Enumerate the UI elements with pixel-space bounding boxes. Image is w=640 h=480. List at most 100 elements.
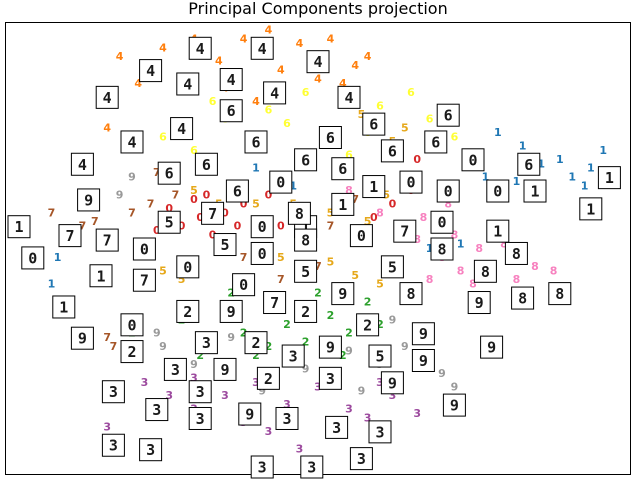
thumbnail-digit-glyph: 9 (450, 397, 459, 415)
thumbnail-frame (362, 112, 386, 136)
thumbnail-frame (467, 291, 491, 315)
thumbnail-digit-8: 8 (473, 259, 497, 283)
thumbnail-digit-glyph: 0 (406, 174, 415, 192)
thumbnail-digit-8: 8 (504, 241, 528, 265)
thumbnail-digit-0: 0 (250, 215, 274, 239)
thumbnail-frame (52, 295, 76, 319)
thumbnail-digit-2: 2 (120, 340, 144, 364)
digit-0-point: 0 (178, 220, 186, 233)
thumbnail-frame (486, 179, 510, 203)
thumbnail-frame (287, 201, 311, 225)
thumbnail-digit-glyph: 3 (332, 419, 341, 437)
thumbnail-digit-glyph: 4 (78, 156, 87, 174)
thumbnail-frame (157, 210, 181, 234)
thumbnail-digit-glyph: 6 (202, 156, 211, 174)
digit-0-point: 0 (196, 211, 204, 224)
thumbnail-frame (225, 179, 249, 203)
thumbnail-digit-9: 9 (442, 393, 466, 417)
digit-3-point: 3 (103, 420, 111, 433)
thumbnail-digit-glyph: 6 (251, 133, 260, 151)
thumbnail-digit-9: 9 (411, 349, 435, 372)
digit-3-point: 3 (265, 425, 273, 438)
thumbnail-digit-glyph: 6 (369, 116, 378, 134)
thumbnail-frame (219, 99, 243, 123)
digit-1-point: 1 (426, 242, 434, 255)
digit-9-point: 9 (345, 345, 353, 358)
thumbnail-frame (139, 438, 163, 462)
digit-3-point: 3 (296, 443, 304, 456)
thumbnail-digit-glyph: 0 (444, 183, 453, 201)
thumbnail-frame (176, 299, 200, 323)
digit-7-point: 7 (153, 166, 161, 179)
thumbnail-digit-9: 9 (318, 335, 342, 359)
thumbnail-frame (244, 331, 268, 355)
thumbnail-digit-glyph: 4 (127, 133, 136, 151)
thumbnail-frame (411, 349, 435, 372)
thumbnail-digit-glyph: 6 (165, 165, 174, 183)
thumbnail-frame (139, 59, 163, 83)
thumbnail-digit-0: 0 (399, 170, 423, 194)
thumbnail-frame (219, 299, 243, 323)
thumbnail-frame (188, 36, 212, 60)
thumbnail-digit-glyph: 0 (28, 249, 37, 267)
thumbnail-digit-9: 9 (480, 335, 504, 359)
thumbnail-digit-glyph: 3 (196, 383, 205, 401)
digit-5-point: 5 (376, 278, 384, 291)
digit-7-point: 7 (327, 220, 335, 233)
digit-4-point: 4 (351, 59, 359, 72)
thumbnail-digit-3: 3 (349, 447, 373, 471)
thumbnail-digit-glyph: 4 (177, 120, 186, 138)
digit-7-point: 7 (277, 273, 285, 286)
thumbnail-frame (349, 224, 373, 248)
digit-6-point: 6 (426, 113, 434, 126)
thumbnail-digit-glyph: 5 (165, 214, 174, 232)
thumbnail-digit-glyph: 0 (493, 183, 502, 201)
thumbnail-digit-6: 6 (157, 161, 181, 185)
digit-7-point: 7 (314, 260, 322, 273)
thumbnail-frame (430, 210, 454, 234)
thumbnail-digit-glyph: 3 (196, 410, 205, 428)
thumbnail-digit-6: 6 (331, 157, 355, 181)
thumbnail-digit-glyph: 6 (233, 183, 242, 201)
digit-2-point: 2 (240, 327, 248, 340)
thumbnail-digit-glyph: 4 (146, 62, 155, 80)
digit-6-point: 6 (407, 86, 415, 99)
digit-8-point: 8 (513, 273, 521, 286)
thumbnail-frame (597, 166, 621, 190)
digit-2-point: 2 (196, 349, 204, 362)
thumbnail-digit-8: 8 (430, 237, 454, 261)
digit-6-point: 6 (451, 131, 459, 144)
thumbnail-frame (486, 219, 510, 243)
thumbnail-digit-4: 4 (176, 72, 200, 96)
thumbnail-frame (275, 406, 299, 430)
digit-0-point: 0 (221, 206, 229, 219)
digit-3-point: 3 (190, 371, 198, 384)
thumbnail-frame (101, 433, 125, 457)
thumbnail-digit-9: 9 (70, 326, 94, 350)
thumbnail-digit-6: 6 (424, 130, 448, 154)
thumbnail-frame (294, 148, 318, 172)
digit-2-point: 2 (265, 340, 273, 353)
thumbnail-digit-glyph: 4 (103, 89, 112, 107)
thumbnail-frame (176, 255, 200, 279)
thumbnail-digit-glyph: 1 (301, 218, 310, 236)
digit-5-point: 5 (382, 188, 390, 201)
digit-9-point: 9 (153, 327, 161, 340)
digit-5-point: 5 (277, 251, 285, 264)
thumbnail-digit-glyph: 0 (357, 227, 366, 245)
thumbnail-frame (213, 233, 237, 257)
digit-2-point: 2 (302, 336, 310, 349)
digit-8-point: 8 (550, 264, 558, 277)
thumbnail-digit-glyph: 3 (171, 361, 180, 379)
thumbnail-digit-0: 0 (120, 313, 144, 337)
thumbnail-frame (300, 455, 324, 479)
digit-6-point: 6 (190, 144, 198, 157)
digit-2-point: 2 (376, 318, 384, 331)
thumbnail-digit-glyph: 3 (289, 348, 298, 366)
digit-3-point: 3 (283, 398, 291, 411)
digit-8-point: 8 (475, 242, 483, 255)
thumbnail-digit-glyph: 6 (326, 129, 335, 147)
thumbnail-frame (188, 406, 212, 430)
thumbnail-frame (145, 398, 169, 422)
thumbnail-digit-glyph: 1 (59, 298, 68, 316)
